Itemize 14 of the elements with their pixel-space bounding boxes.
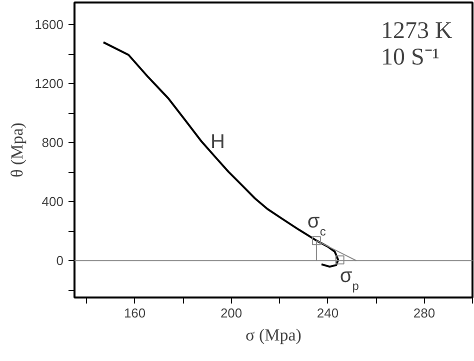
y-tick-label: 1200 (34, 76, 64, 92)
x-tick-label: 280 (413, 306, 436, 320)
x-tick-label: 160 (124, 306, 146, 320)
x-tick-label: 240 (316, 306, 339, 320)
y-tick-label: 800 (42, 135, 64, 150)
y-tick-label: 0 (56, 253, 64, 268)
y-tick-label: 1600 (34, 17, 64, 32)
y-tick-label: 400 (42, 194, 64, 210)
annotation: H (210, 130, 226, 153)
x-axis-title: σ (Mpa) (246, 326, 302, 344)
y-axis-title: θ (Mpa) (8, 122, 27, 178)
annotation: 1273 K (380, 18, 453, 44)
x-tick-label: 200 (220, 306, 242, 320)
annotation: 10 S⁻¹ (380, 44, 440, 70)
